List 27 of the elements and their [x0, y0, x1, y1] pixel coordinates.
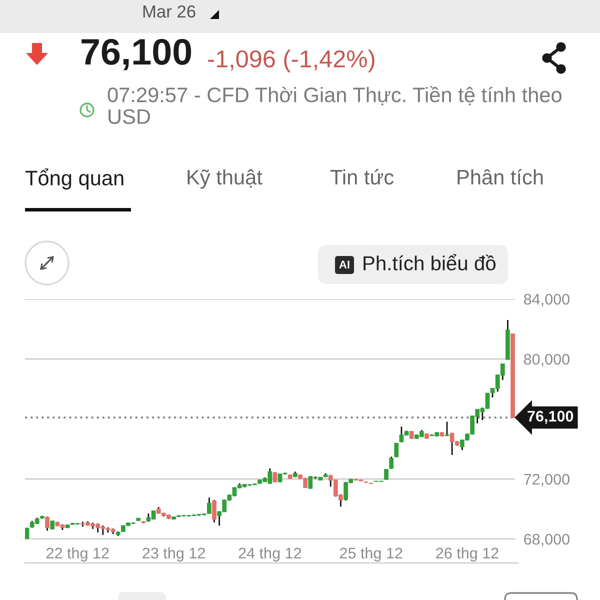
candlestick	[212, 499, 216, 524]
text: Kỹ thuật	[188, 169, 262, 189]
x-tick-label: 24 thg 12	[238, 547, 301, 562]
candlestick	[272, 472, 278, 483]
y-tick-label: 72,000	[524, 474, 570, 486]
y-tick-label: 68,000	[524, 534, 570, 546]
text: Ph.tích biểu đồ	[364, 254, 496, 270]
candlestick	[444, 421, 450, 437]
y-tick-label: 80,000	[524, 354, 570, 366]
text: AI	[339, 260, 350, 268]
candlestick	[384, 468, 388, 480]
y-tick-label: 84,000	[524, 294, 570, 306]
ref-line-label: 76,100	[528, 410, 574, 424]
text: Tin tức	[330, 169, 394, 185]
x-tick-label: 22 thg 12	[46, 547, 109, 562]
candlestick	[45, 516, 50, 532]
x-tick-label: 25 thg 12	[340, 547, 402, 562]
chart-title: 76,100	[82, 38, 192, 70]
chart-subtitle: -1,096 (-1,42%)	[208, 50, 374, 72]
candlestick	[389, 456, 394, 470]
text: Tổng quan	[25, 168, 124, 190]
x-tick-label: 23 thg 12	[142, 547, 205, 562]
candlestick	[394, 442, 399, 458]
x-tick-label: 26 thg 12	[436, 547, 498, 562]
text: Phân tích	[458, 169, 543, 185]
text: 07:29:57 - CFD Thời Gian Thực. Tiền tệ tính theo USD	[108, 86, 562, 124]
text: Mar 26	[143, 5, 196, 18]
